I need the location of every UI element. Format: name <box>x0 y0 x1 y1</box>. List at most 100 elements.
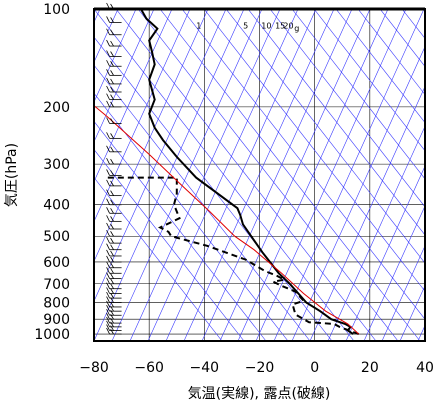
barb-flag <box>110 328 114 335</box>
barb-flag <box>106 309 110 316</box>
barb-flag <box>106 16 110 23</box>
barb-flag <box>110 250 114 257</box>
y-tick-label: 800 <box>43 296 70 312</box>
barb-flag <box>106 222 110 230</box>
barb-flag <box>106 287 110 294</box>
barb-flag <box>110 288 114 294</box>
mixing-ratio-label: 5 <box>243 22 248 31</box>
blue-skew-line <box>327 125 425 341</box>
blue-skew-line <box>363 205 425 341</box>
blue-skew-line <box>147 9 299 341</box>
barb-flag <box>106 304 110 312</box>
dewpoint-line <box>107 176 360 336</box>
barb-flag <box>106 169 110 176</box>
barb-flag <box>106 50 110 57</box>
wind-barb <box>106 169 122 176</box>
blue-skew-line <box>381 245 425 341</box>
blue-skew-line <box>94 9 155 143</box>
blue-adiabat-line <box>137 9 399 341</box>
barb-flag <box>110 29 114 35</box>
barb-flag <box>110 231 114 237</box>
blue-adiabat-line <box>313 9 425 152</box>
y-tick-label: 100 <box>43 2 70 18</box>
blue-adiabat-line <box>357 9 425 96</box>
barb-flag <box>106 85 110 93</box>
blue-adiabat-line <box>94 177 223 341</box>
wind-barb <box>106 255 122 263</box>
blue-adiabat-line <box>225 9 425 264</box>
y-axis-title: 気圧(hPa) <box>4 143 20 207</box>
barb-flag <box>106 316 110 324</box>
barb-flag <box>110 216 114 222</box>
blue-skew-line <box>345 165 425 341</box>
dry-adiabats-and-mixing-lines <box>94 9 425 341</box>
wind-barb <box>106 50 122 57</box>
blue-adiabat-line <box>379 9 425 67</box>
barb-flag <box>110 190 114 196</box>
blue-skew-line <box>399 284 425 341</box>
barb-flag <box>106 261 110 268</box>
barb-flag <box>110 321 114 328</box>
barb-flag <box>106 117 110 124</box>
wind-barb <box>106 287 122 294</box>
blue-adiabat-line <box>94 9 355 341</box>
blue-skew-line <box>129 9 281 341</box>
barb-flag <box>110 17 114 23</box>
barb-flag <box>106 39 110 47</box>
wind-barb <box>106 16 122 23</box>
barb-flag <box>110 40 114 47</box>
wind-barb <box>106 230 122 237</box>
y-tick-label: 700 <box>43 277 70 293</box>
data-series <box>94 9 360 336</box>
x-tick-labels: −80 −60 −40 −20 0 20 40 <box>79 360 434 376</box>
wind-barb <box>106 243 122 251</box>
y-tick-label: 400 <box>43 198 70 214</box>
barb-flag <box>106 313 110 320</box>
barb-flag <box>106 277 110 284</box>
wind-barb <box>106 222 122 230</box>
y-tick-label: 200 <box>43 100 70 116</box>
blue-skew-line <box>291 45 425 341</box>
temperature-line <box>140 9 354 335</box>
barb-flag <box>110 262 114 268</box>
x-tick-label: 0 <box>310 360 319 376</box>
barb-flag <box>110 61 114 67</box>
barb-flag <box>110 283 114 289</box>
x-tick-label: −60 <box>134 360 164 376</box>
wind-barb <box>106 157 122 165</box>
wind-barb <box>106 272 122 280</box>
wind-barb <box>106 198 122 206</box>
wind-barb <box>106 132 122 139</box>
y-tick-label: 300 <box>43 157 70 173</box>
barb-flag <box>110 170 114 176</box>
blue-skew-line <box>273 9 425 341</box>
blue-adiabat-line <box>159 9 421 341</box>
blue-skew-line <box>255 9 407 341</box>
barb-flag <box>110 118 114 124</box>
blue-adiabat-line <box>291 9 425 180</box>
barb-flag <box>106 132 110 139</box>
barb-flag <box>110 133 114 139</box>
wind-barb <box>106 117 122 124</box>
y-tick-label: 1000 <box>34 327 70 343</box>
wind-barbs <box>106 2 122 335</box>
barb-flag <box>106 272 110 279</box>
barb-flag <box>106 324 110 331</box>
barb-flag <box>110 70 114 76</box>
barb-flag <box>106 69 110 76</box>
blue-adiabat-line <box>115 9 377 341</box>
wind-barb <box>106 28 122 36</box>
barb-flag <box>110 237 114 244</box>
barb-flag <box>106 249 110 257</box>
barb-flag <box>106 243 110 250</box>
barb-flag <box>110 256 114 263</box>
barb-flag <box>106 93 110 100</box>
barb-flag <box>106 145 110 153</box>
barb-flag <box>110 101 114 108</box>
barb-flag <box>106 230 110 237</box>
blue-skew-line <box>94 9 209 263</box>
blue-adiabat-line <box>401 9 425 39</box>
barb-flag <box>110 268 114 274</box>
